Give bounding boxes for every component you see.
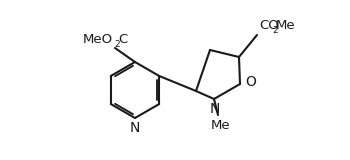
Text: Me: Me — [211, 119, 231, 132]
Text: 2: 2 — [272, 26, 278, 35]
Text: CO: CO — [259, 19, 279, 32]
Text: 2: 2 — [114, 40, 120, 49]
Text: C: C — [118, 33, 127, 46]
Text: MeO: MeO — [83, 33, 113, 46]
Text: N: N — [130, 121, 140, 135]
Text: Me: Me — [276, 19, 296, 32]
Text: O: O — [245, 75, 256, 89]
Text: N: N — [210, 102, 220, 116]
